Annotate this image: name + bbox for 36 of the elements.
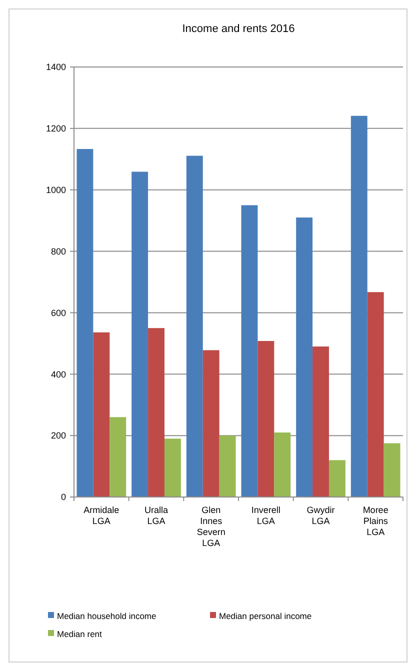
x-tick-label: Moree Plains LGA: [362, 505, 388, 537]
bar: [367, 292, 384, 497]
bar: [274, 432, 291, 497]
y-tick-label: 800: [50, 246, 66, 256]
y-tick-label: 1200: [46, 124, 66, 134]
bar: [110, 417, 126, 497]
bar: [328, 460, 346, 497]
bar: [132, 172, 148, 497]
y-tick-label: 1000: [46, 185, 66, 196]
bar: [258, 340, 274, 497]
bar: [296, 218, 313, 497]
bar: [76, 149, 94, 497]
bar: [219, 436, 236, 497]
x-tick-label: Gwydir LGA: [306, 505, 335, 526]
bar: [312, 346, 329, 497]
x-tick-label: Glen Innes Severn LGA: [196, 505, 226, 548]
chart-title: Income and rents 2016: [182, 23, 295, 35]
y-tick-label: 400: [50, 369, 66, 380]
legend-label: Median rent: [57, 628, 103, 639]
bar: [241, 205, 258, 497]
bar: [186, 156, 203, 497]
bar: [148, 328, 164, 497]
x-tick-label: Uralla LGA: [144, 505, 168, 526]
bar: [384, 443, 400, 497]
legend-label: Median household income: [57, 610, 157, 621]
x-tick-label: Armidale LGA: [84, 505, 120, 526]
y-tick-label: 600: [50, 308, 66, 318]
y-tick-label: 1400: [46, 62, 66, 72]
y-tick-label: 0: [60, 492, 66, 502]
bar: [93, 332, 110, 497]
bar: [350, 116, 368, 497]
x-tick-label: Inverell LGA: [251, 505, 280, 526]
y-tick-label: 200: [50, 430, 66, 441]
legend-label: Median personal income: [219, 610, 312, 621]
bar: [202, 350, 220, 497]
bar: [164, 438, 181, 497]
